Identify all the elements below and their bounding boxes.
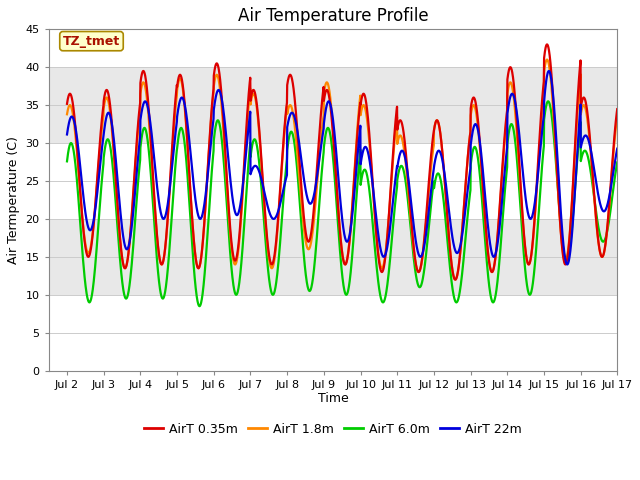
AirT 1.8m — [543, 57, 551, 62]
AirT 6.0m — [196, 303, 204, 309]
AirT 1.8m — [358, 106, 365, 111]
AirT 0.35m — [580, 95, 588, 101]
AirT 6.0m — [502, 174, 510, 180]
Bar — [49, 143, 618, 219]
Line: AirT 6.0m: AirT 6.0m — [67, 101, 617, 306]
AirT 0.35m — [216, 80, 224, 85]
AirT 0.35m — [502, 116, 510, 122]
AirT 22m — [545, 68, 553, 74]
AirT 0.35m — [370, 197, 378, 203]
Text: TZ_tmet: TZ_tmet — [63, 35, 120, 48]
AirT 6.0m — [565, 250, 573, 256]
Bar — [49, 29, 618, 67]
AirT 22m — [358, 154, 365, 159]
AirT 22m — [563, 262, 571, 267]
AirT 1.8m — [452, 277, 460, 283]
AirT 22m — [580, 133, 588, 139]
AirT 1.8m — [613, 113, 621, 119]
AirT 22m — [216, 90, 224, 96]
AirT 6.0m — [371, 237, 378, 242]
AirT 6.0m — [63, 158, 71, 164]
AirT 1.8m — [63, 111, 71, 117]
AirT 22m — [370, 192, 378, 198]
Bar — [49, 295, 618, 371]
Line: AirT 1.8m: AirT 1.8m — [67, 60, 617, 280]
Y-axis label: Air Termperature (C): Air Termperature (C) — [7, 136, 20, 264]
AirT 1.8m — [565, 239, 573, 244]
AirT 1.8m — [370, 200, 378, 205]
Legend: AirT 0.35m, AirT 1.8m, AirT 6.0m, AirT 22m: AirT 0.35m, AirT 1.8m, AirT 6.0m, AirT 2… — [140, 418, 527, 441]
X-axis label: Time: Time — [317, 393, 348, 406]
Line: AirT 0.35m: AirT 0.35m — [67, 45, 617, 280]
AirT 0.35m — [63, 101, 71, 107]
AirT 6.0m — [545, 98, 552, 104]
AirT 6.0m — [358, 173, 366, 179]
AirT 22m — [63, 132, 71, 137]
Title: Air Temperature Profile: Air Temperature Profile — [238, 7, 428, 25]
Line: AirT 22m: AirT 22m — [67, 71, 617, 264]
AirT 0.35m — [565, 240, 573, 246]
AirT 22m — [502, 156, 509, 162]
AirT 0.35m — [613, 106, 621, 112]
AirT 1.8m — [580, 103, 588, 108]
AirT 6.0m — [580, 148, 588, 154]
Bar — [49, 219, 618, 295]
AirT 1.8m — [502, 123, 510, 129]
AirT 22m — [565, 257, 573, 263]
AirT 0.35m — [543, 42, 551, 48]
AirT 0.35m — [452, 277, 460, 283]
AirT 22m — [613, 146, 621, 152]
Bar — [49, 67, 618, 143]
AirT 6.0m — [217, 128, 225, 133]
AirT 6.0m — [613, 159, 621, 165]
AirT 0.35m — [358, 95, 365, 100]
AirT 1.8m — [216, 90, 224, 96]
